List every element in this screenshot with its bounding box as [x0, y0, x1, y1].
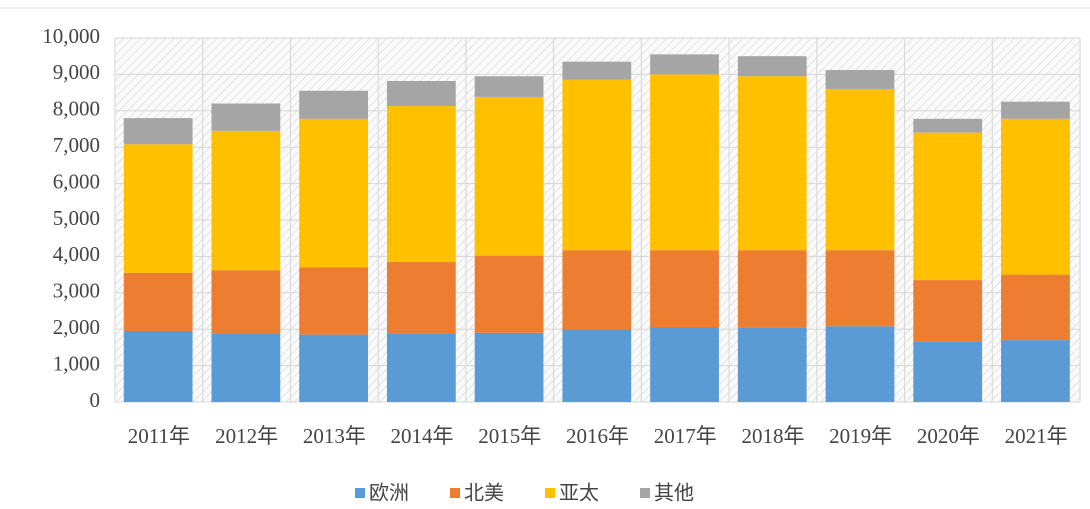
bar-segment: [211, 130, 281, 271]
legend-swatch: [545, 488, 555, 498]
bar-segment: [737, 76, 807, 251]
bar-segment: [474, 255, 544, 333]
bar-segment: [211, 333, 281, 402]
y-tick-label: 8,000: [53, 97, 100, 121]
bar-segment: [737, 327, 807, 402]
bar-segment: [913, 341, 983, 402]
x-tick-label: 2012年: [215, 424, 278, 448]
legend-label: 其他: [654, 481, 694, 505]
bar-segment: [123, 144, 193, 273]
legend-swatch: [355, 488, 365, 498]
x-tick-label: 2011年: [128, 424, 190, 448]
bar-segment: [650, 74, 719, 251]
bar-segment: [913, 132, 983, 281]
y-tick-label: 0: [90, 388, 101, 412]
bar-segment: [1001, 118, 1070, 275]
bar-segment: [562, 61, 632, 80]
bar-segment: [123, 331, 193, 402]
bar-segment: [299, 90, 369, 119]
bar-segment: [299, 267, 369, 335]
bar-segment: [1001, 340, 1070, 402]
x-tick-label: 2019年: [829, 424, 892, 448]
bar-segment: [474, 76, 544, 97]
bar-segment: [825, 326, 895, 402]
y-tick-label: 6,000: [53, 169, 100, 193]
x-tick-label: 2018年: [741, 424, 804, 448]
y-tick-label: 4,000: [53, 242, 100, 266]
bar-segment: [737, 250, 807, 328]
bar-segment: [825, 250, 895, 327]
bar-segment: [825, 70, 895, 89]
bar-segment: [211, 103, 281, 131]
bar-segment: [650, 327, 719, 402]
y-tick-label: 1,000: [53, 351, 100, 375]
bar-segment: [1001, 101, 1070, 119]
bar-segment: [913, 280, 983, 342]
bar-segment: [386, 80, 456, 107]
y-tick-label: 7,000: [53, 133, 100, 157]
bar-segment: [211, 270, 281, 334]
y-tick-label: 5,000: [53, 206, 100, 230]
bar-segment: [650, 250, 719, 328]
bar-segment: [825, 88, 895, 251]
legend-swatch: [640, 488, 650, 498]
x-tick-label: 2016年: [566, 424, 629, 448]
bar-segment: [650, 54, 719, 75]
x-tick-label: 2020年: [917, 424, 980, 448]
bar-segment: [386, 106, 456, 262]
legend-swatch: [450, 488, 460, 498]
bar-segment: [474, 332, 544, 402]
bar-segment: [474, 96, 544, 256]
bar-segment: [386, 261, 456, 334]
x-tick-label: 2013年: [303, 424, 366, 448]
x-tick-label: 2021年: [1005, 424, 1068, 448]
bar-segment: [299, 334, 369, 402]
bar-segment: [299, 118, 369, 268]
bar-segment: [737, 56, 807, 77]
bar-segment: [123, 118, 193, 145]
bar-segment: [913, 118, 983, 133]
bar-segment: [562, 329, 632, 402]
bar-segment: [562, 250, 632, 330]
x-tick-label: 2014年: [391, 424, 454, 448]
y-tick-label: 10,000: [42, 24, 100, 48]
legend-label: 亚太: [559, 481, 599, 505]
x-tick-label: 2015年: [478, 424, 541, 448]
bar-segment: [386, 333, 456, 402]
x-tick-label: 2017年: [654, 424, 717, 448]
y-tick-label: 9,000: [53, 60, 100, 84]
y-tick-label: 3,000: [53, 279, 100, 303]
bar-segment: [562, 79, 632, 251]
bar-segment: [1001, 274, 1070, 341]
legend-label: 欧洲: [369, 481, 409, 505]
y-tick-label: 2,000: [53, 315, 100, 339]
bar-segment: [123, 272, 193, 332]
legend-label: 北美: [464, 481, 504, 505]
